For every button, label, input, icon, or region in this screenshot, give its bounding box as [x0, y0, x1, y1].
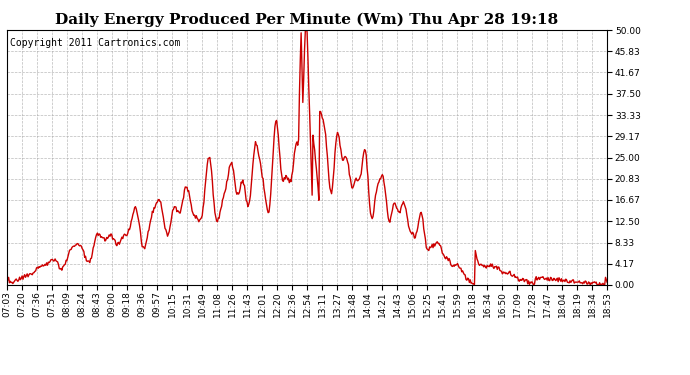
Text: Copyright 2011 Cartronics.com: Copyright 2011 Cartronics.com: [10, 38, 180, 48]
Title: Daily Energy Produced Per Minute (Wm) Thu Apr 28 19:18: Daily Energy Produced Per Minute (Wm) Th…: [55, 13, 559, 27]
